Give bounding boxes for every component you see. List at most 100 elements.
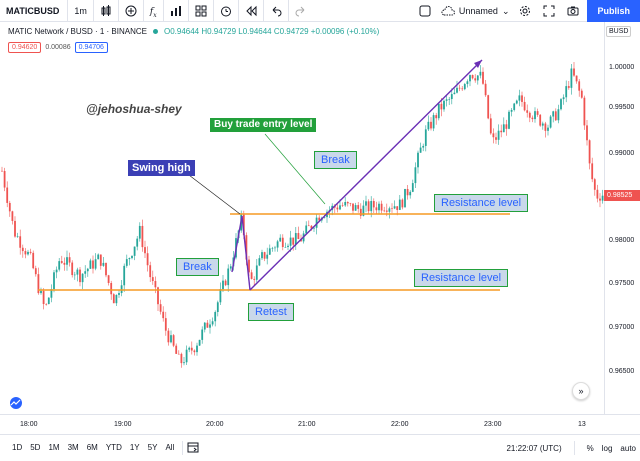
candle-body (159, 304, 162, 312)
candle-body (229, 266, 232, 269)
gear-icon[interactable] (513, 0, 537, 22)
bid-ask-legend: 0.94620 0.00086 0.94706 (8, 42, 108, 53)
candle-body (167, 330, 170, 343)
range-1d[interactable]: 1D (12, 443, 23, 452)
bar-style-icon[interactable] (94, 0, 119, 22)
compare-add-icon[interactable] (119, 0, 144, 22)
candle-body (248, 259, 250, 273)
symbol-search[interactable]: MATICBUSD (0, 0, 69, 22)
ask-price[interactable]: 0.94706 (74, 42, 108, 53)
candle-body (297, 233, 300, 240)
candle-body (188, 347, 191, 350)
candle-body (554, 111, 557, 121)
candle-body (336, 207, 339, 210)
range-5d[interactable]: 5D (30, 443, 41, 452)
candle-body (250, 272, 253, 279)
chevron-down-icon: ⌄ (501, 5, 510, 16)
candle-body (346, 202, 349, 204)
select-checkbox-icon[interactable] (413, 0, 437, 22)
range-ytd[interactable]: YTD (105, 443, 122, 452)
candlestick-chart[interactable] (0, 56, 604, 414)
bottom-toolbar: 1D 5D 1M 3M 6M YTD 1Y 5Y All 21:22:07 (U… (0, 434, 640, 460)
candle-body (456, 87, 458, 93)
swing-high-connector[interactable] (184, 171, 241, 215)
candle-body (34, 268, 37, 275)
candle-body (479, 71, 482, 76)
fullscreen-icon[interactable] (537, 0, 561, 22)
templates-icon[interactable] (164, 0, 189, 22)
candle-body (164, 318, 167, 331)
candle-body (388, 208, 391, 212)
range-1m[interactable]: 1M (48, 443, 60, 452)
undo-icon[interactable] (264, 0, 289, 22)
buy-entry-connector[interactable] (264, 133, 326, 205)
range-6m[interactable]: 6M (86, 443, 98, 452)
log-toggle[interactable]: log (601, 443, 613, 453)
author-watermark: @jehoshua-shey (86, 102, 182, 116)
candle-body (154, 281, 157, 288)
candle-body (81, 273, 84, 283)
time-scale[interactable]: 18:00 19:00 20:00 21:00 22:00 23:00 13 (0, 414, 640, 434)
candle-body (393, 206, 396, 209)
alert-clock-icon[interactable] (214, 0, 239, 22)
price-scale[interactable]: 1.00000 0.99500 0.99000 0.98000 0.97500 … (604, 22, 640, 414)
candle-body (385, 210, 388, 212)
layout-name-button[interactable]: Unnamed ⌄ (437, 6, 514, 17)
bid-price[interactable]: 0.94620 (8, 42, 42, 53)
candle-body (357, 205, 360, 209)
candle-body (495, 137, 497, 140)
candle-body (474, 78, 477, 81)
spread-value: 0.00086 (45, 44, 71, 51)
candle-body (560, 99, 562, 110)
replay-icon[interactable] (239, 0, 264, 22)
trend-line[interactable] (241, 215, 251, 291)
arrow-head-icon (474, 60, 482, 68)
candle-body (349, 203, 352, 204)
redo-icon[interactable] (289, 0, 313, 22)
candle-body (125, 259, 128, 266)
candle-body (378, 203, 380, 211)
candle-body (367, 201, 370, 212)
candle-body (289, 237, 292, 246)
candle-body (424, 129, 427, 146)
candle-body (128, 258, 131, 260)
utc-clock[interactable]: 21:22:07 (UTC) (506, 443, 562, 453)
resistance-label-lower: Resistance level (414, 269, 509, 287)
candle-body (583, 97, 586, 126)
candle-body (66, 257, 68, 265)
interval-selector[interactable]: 1m (68, 0, 94, 22)
range-1y[interactable]: 1Y (129, 443, 140, 452)
candle-body (292, 237, 295, 245)
camera-icon[interactable] (561, 0, 585, 22)
scroll-to-realtime-button[interactable]: » (572, 382, 590, 400)
candle-body (375, 207, 378, 211)
candle-body (544, 123, 547, 131)
price-label: 0.96500 (609, 368, 635, 375)
layout-icon[interactable] (189, 0, 214, 22)
range-3m[interactable]: 3M (67, 443, 79, 452)
tradingview-logo-icon[interactable] (8, 396, 24, 414)
divider (573, 441, 575, 455)
resistance-label-upper: Resistance level (434, 194, 529, 212)
break-label-left: Break (176, 258, 219, 276)
time-label: 22:00 (391, 421, 409, 428)
percent-toggle[interactable]: % (586, 443, 594, 453)
trend-line[interactable] (231, 215, 243, 273)
candle-body (448, 99, 451, 100)
candle-body (149, 265, 152, 278)
candle-body (73, 274, 76, 276)
auto-toggle[interactable]: auto (620, 443, 636, 453)
range-5y[interactable]: 5Y (147, 443, 158, 452)
break-label-top: Break (314, 151, 357, 169)
candle-body (567, 86, 570, 88)
chart-legend: MATIC Network / BUSD · 1 · BINANCE O0.94… (8, 27, 379, 36)
trend-line[interactable] (249, 59, 483, 291)
symbol-title: MATIC Network / BUSD · 1 · BINANCE (8, 27, 147, 36)
range-all[interactable]: All (165, 443, 175, 452)
candle-body (305, 225, 308, 234)
quote-currency: BUSD (606, 26, 632, 37)
candle-body (497, 130, 500, 140)
indicators-icon[interactable]: fx (144, 0, 164, 22)
publish-button[interactable]: Publish (587, 0, 640, 22)
goto-date-icon[interactable] (187, 441, 199, 455)
